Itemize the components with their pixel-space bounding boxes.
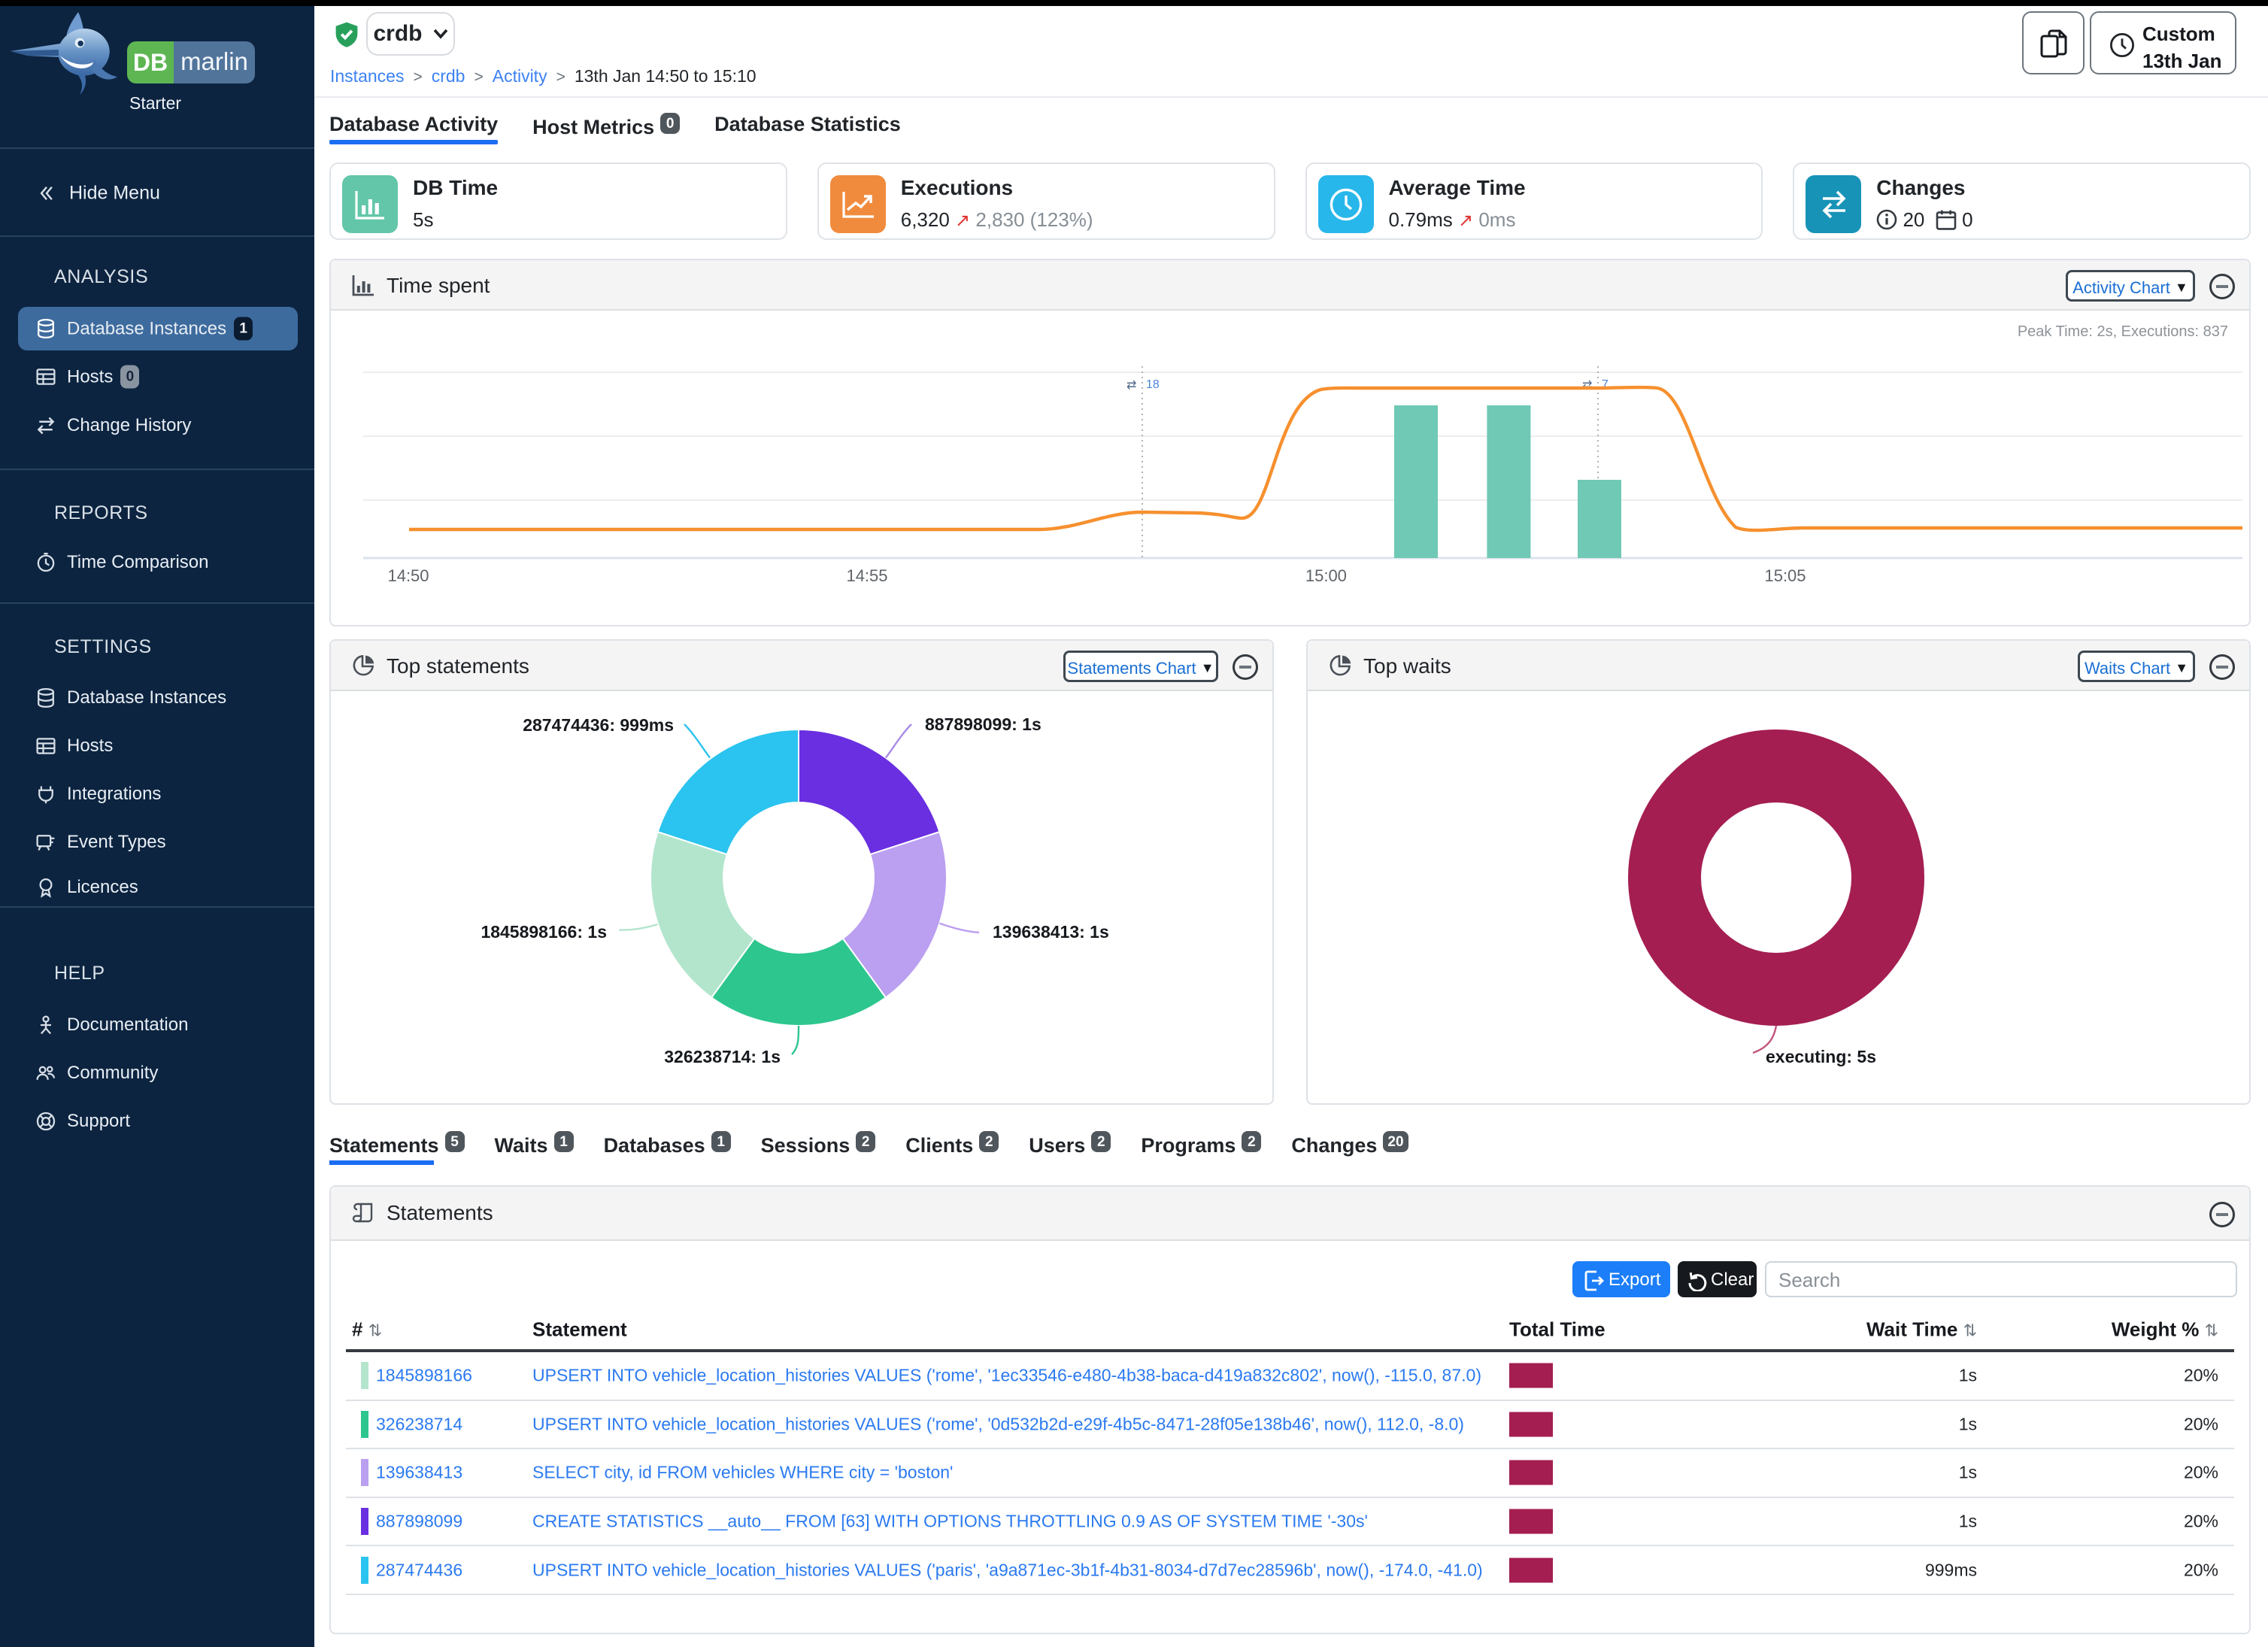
svg-text:7: 7 bbox=[1602, 378, 1609, 391]
svg-text:1845898166: 1s: 1845898166: 1s bbox=[481, 922, 607, 942]
svg-text:executing: 5s: executing: 5s bbox=[1766, 1047, 1876, 1066]
svg-text:⇄: ⇄ bbox=[1126, 379, 1136, 392]
svg-text:14:55: 14:55 bbox=[846, 566, 887, 585]
svg-text:139638413: 1s: 139638413: 1s bbox=[993, 922, 1109, 942]
svg-text:15:00: 15:00 bbox=[1305, 566, 1347, 585]
svg-text:18: 18 bbox=[1146, 378, 1160, 391]
svg-text:Peak Time: 2s, Executions: 837: Peak Time: 2s, Executions: 837 bbox=[2018, 323, 2228, 340]
svg-text:14:50: 14:50 bbox=[387, 566, 429, 585]
svg-text:15:05: 15:05 bbox=[1764, 566, 1806, 585]
svg-text:326238714: 1s: 326238714: 1s bbox=[664, 1047, 781, 1066]
svg-text:887898099: 1s: 887898099: 1s bbox=[925, 714, 1042, 734]
svg-text:⇄: ⇄ bbox=[1582, 379, 1592, 392]
svg-text:287474436: 999ms: 287474436: 999ms bbox=[523, 715, 674, 735]
